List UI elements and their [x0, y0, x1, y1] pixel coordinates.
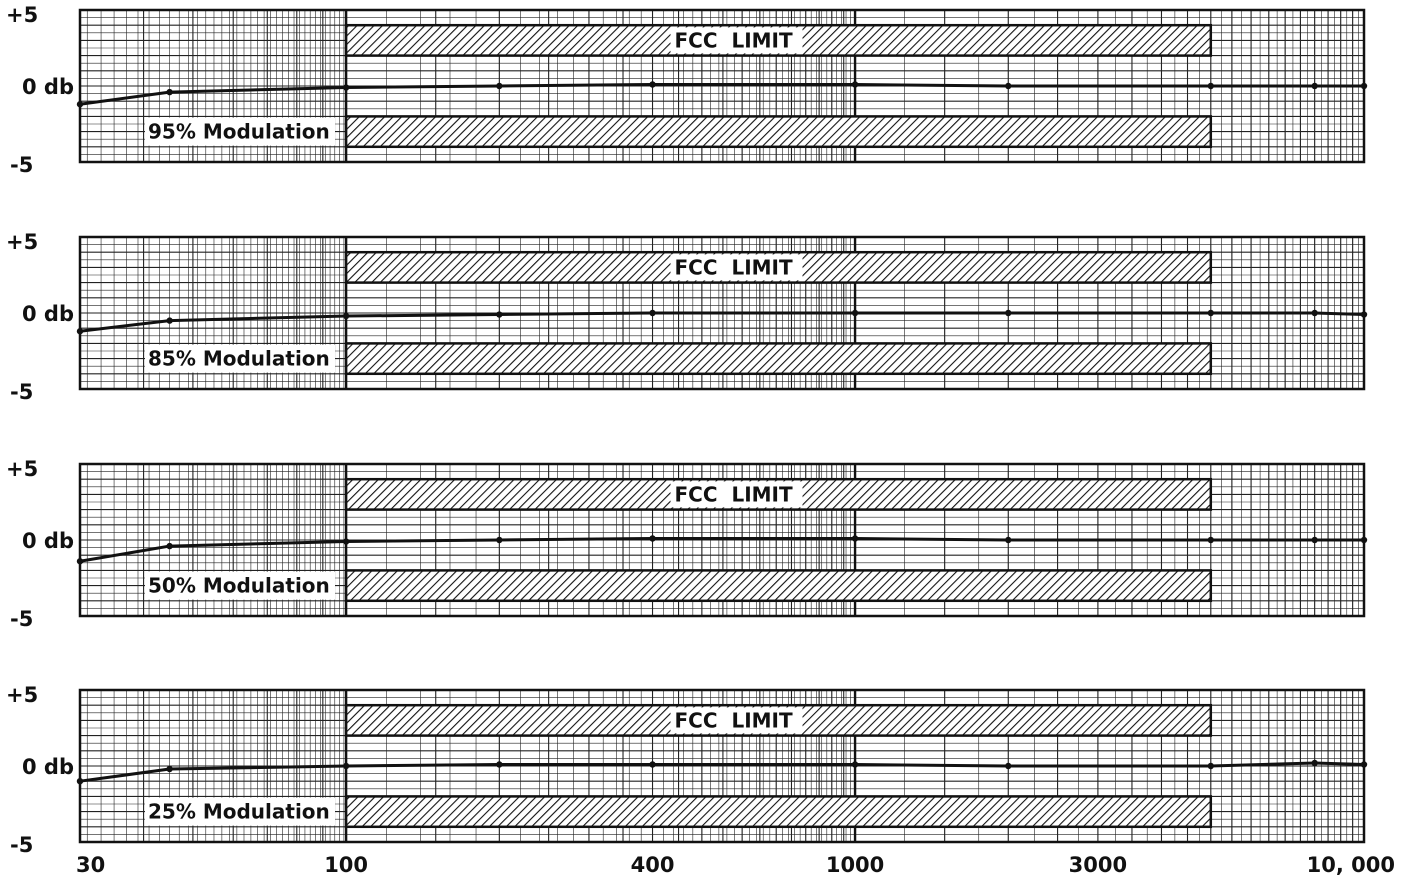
x-tick-label: 30 — [76, 853, 105, 877]
y-tick-label-0db: 0 db — [22, 755, 74, 779]
modulation-label-bg — [145, 571, 335, 600]
y-tick-label-plus5: +5 — [6, 683, 38, 707]
data-point — [851, 309, 859, 317]
data-point — [166, 88, 173, 96]
data-point — [1360, 536, 1368, 544]
fcc-limit-label: FCC LIMIT — [675, 28, 793, 52]
modulation-label-bg — [145, 344, 335, 373]
x-tick-label: 3000 — [1069, 853, 1127, 877]
x-axis: 30 100 400 1000 3000 10, 000 — [76, 853, 1395, 877]
x-tick-label: 10, 000 — [1307, 853, 1395, 877]
data-point — [342, 762, 350, 770]
data-point — [342, 84, 350, 91]
fcc-limit-lower-band — [344, 795, 1213, 829]
y-tick-label-plus5: +5 — [6, 457, 38, 481]
data-point — [76, 328, 84, 335]
data-point — [166, 765, 173, 773]
data-point — [1005, 536, 1012, 544]
y-tick-label-0db: 0 db — [22, 75, 74, 99]
modulation-label: 85% Modulation — [148, 347, 330, 371]
data-point — [1311, 536, 1318, 544]
fcc-limit-label: FCC LIMIT — [675, 482, 793, 506]
x-tick-label: 400 — [631, 853, 675, 877]
data-point — [1207, 309, 1214, 317]
response-line — [79, 82, 1364, 106]
data-point — [1207, 536, 1214, 544]
fcc-limit-label-bg — [670, 27, 803, 54]
chart-panel-4: FCC LIMIT 25% Modulation +5 0 db -5 — [6, 683, 1368, 857]
fcc-limit-label-bg — [670, 254, 803, 281]
data-point — [1005, 309, 1012, 317]
modulation-label: 25% Modulation — [148, 800, 330, 824]
x-tick-label: 1000 — [826, 853, 884, 877]
data-point — [1207, 762, 1214, 770]
data-point — [649, 309, 656, 317]
data-point — [76, 778, 84, 785]
data-point — [496, 82, 503, 90]
data-point — [496, 761, 503, 768]
y-tick-label-minus5: -5 — [10, 380, 33, 404]
chart-panel-2: FCC LIMIT 85% Modulation +5 0 db -5 — [6, 230, 1368, 404]
y-tick-label-plus5: +5 — [6, 3, 38, 27]
data-point — [342, 538, 350, 545]
fcc-limit-label-bg — [670, 481, 803, 508]
y-tick-label-0db: 0 db — [22, 529, 74, 553]
response-line — [79, 761, 1365, 783]
data-point — [166, 542, 173, 550]
data-point — [649, 761, 656, 768]
modulation-label: 95% Modulation — [148, 120, 330, 144]
fcc-limit-label: FCC LIMIT — [675, 255, 793, 279]
chart-panel-1: FCC LIMIT 95% Modulation +5 0 db -5 — [6, 3, 1368, 177]
data-point — [1360, 311, 1368, 318]
data-point — [851, 761, 859, 768]
fcc-limit-label-bg — [670, 707, 803, 734]
response-line — [79, 311, 1365, 333]
fcc-limit-lower-band — [344, 115, 1213, 149]
response-line — [79, 536, 1364, 563]
data-point — [1311, 82, 1318, 90]
y-tick-label-minus5: -5 — [10, 833, 33, 857]
data-point — [649, 535, 656, 542]
data-point — [76, 558, 84, 565]
modulation-label-bg — [145, 117, 335, 146]
data-point — [1360, 82, 1368, 90]
modulation-label: 50% Modulation — [148, 574, 330, 598]
y-tick-label-minus5: -5 — [10, 607, 33, 631]
data-point — [1207, 82, 1214, 90]
y-tick-label-plus5: +5 — [6, 230, 38, 254]
data-point — [649, 81, 656, 88]
chart-panel-3: FCC LIMIT 50% Modulation +5 0 db -5 — [6, 457, 1368, 631]
data-point — [166, 317, 173, 324]
modulation-label-bg — [145, 797, 335, 826]
x-tick-label: 100 — [324, 853, 368, 877]
data-point — [76, 101, 84, 108]
data-point — [851, 535, 859, 542]
fcc-limit-lower-band — [344, 342, 1213, 376]
data-point — [496, 311, 503, 318]
y-tick-label-0db: 0 db — [22, 302, 74, 326]
data-point — [342, 312, 350, 320]
fcc-limit-lower-band — [344, 569, 1213, 603]
data-point — [1311, 759, 1318, 767]
data-point — [1311, 309, 1318, 317]
data-point — [1360, 761, 1368, 768]
data-point — [496, 536, 503, 544]
y-tick-label-minus5: -5 — [10, 153, 33, 177]
fcc-limit-label: FCC LIMIT — [675, 708, 793, 732]
data-point — [1005, 762, 1012, 770]
data-point — [851, 81, 859, 88]
data-point — [1005, 82, 1012, 90]
